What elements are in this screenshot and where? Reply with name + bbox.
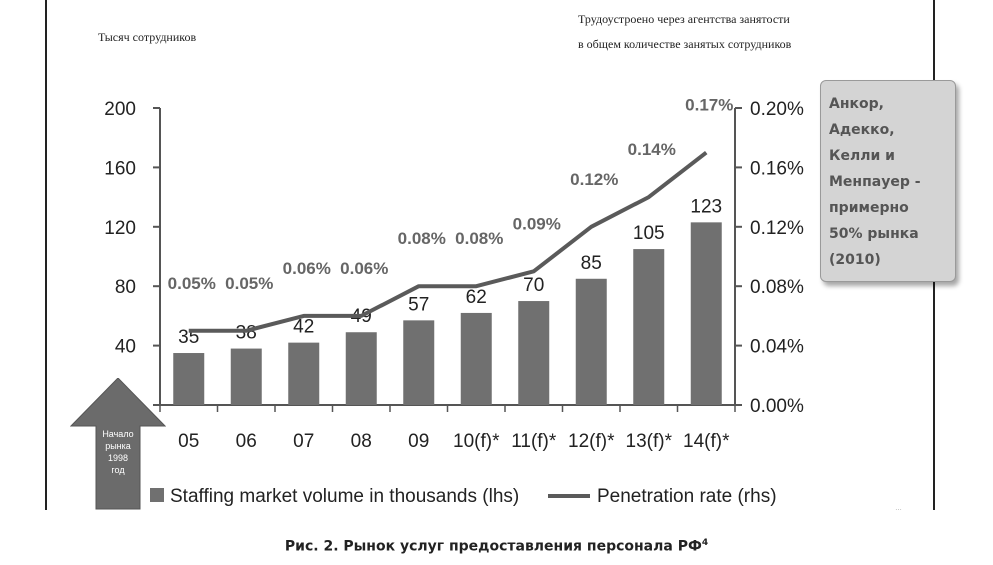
bar-value-label: 85 (581, 253, 602, 274)
category-label: 10(f)* (453, 431, 500, 452)
caption-text: Рис. 2. Рынок услуг предоставления персо… (284, 538, 702, 555)
left-tick-label: 160 (104, 158, 136, 179)
right-tick-label: 0.12% (750, 218, 804, 239)
right-tick-label: 0.08% (750, 277, 804, 298)
note-line: Келли и (829, 148, 895, 164)
market-start-label: Начало рынка 1998 год (96, 428, 140, 476)
line-value-label: 0.08% (398, 229, 446, 248)
bar (288, 342, 320, 405)
category-label: 06 (236, 431, 257, 452)
market-start-line: год (111, 465, 125, 475)
bar-value-label: 62 (466, 287, 487, 308)
bar (690, 222, 722, 405)
line-value-label: 0.17% (685, 96, 733, 115)
line-value-label: 0.09% (513, 214, 561, 233)
right-axis-unit-label-line-1: Трудоустроено через агентства занятости (578, 12, 790, 26)
category-label: 08 (351, 431, 372, 452)
category-label: 11(f)* (511, 431, 557, 452)
bar-value-label: 57 (408, 294, 429, 315)
penetration-line (188, 150, 708, 333)
right-tick-label: 0.20% (750, 99, 804, 120)
line-value-label: 0.06% (340, 259, 388, 278)
category-label: 14(f)* (683, 431, 730, 452)
line-value-label: 0.08% (455, 229, 503, 248)
legend-bar-swatch (150, 488, 164, 502)
line-value-label: 0.05% (225, 274, 273, 293)
bar-value-label: 105 (633, 223, 665, 244)
category-label: 09 (408, 431, 429, 452)
bar-value-label: 123 (690, 196, 722, 217)
figure-caption: Рис. 2. Рынок услуг предоставления персо… (0, 538, 993, 555)
line-value-label: 0.05% (168, 274, 216, 293)
bar (633, 249, 665, 405)
note-line: Анкор, (829, 96, 884, 112)
market-start-arrow (70, 378, 166, 510)
chart-plot: 200 160 120 80 40 0.20% 0.16% 0.12% 0.08% 0.04% 0.… (104, 96, 804, 507)
right-tick-label: 0.00% (750, 396, 804, 417)
bar (518, 301, 550, 405)
bar (230, 348, 262, 405)
bar-value-label: 38 (236, 323, 257, 344)
note-line: (2010) (829, 252, 881, 268)
left-axis-unit-label: Тысяч сотрудников (98, 30, 197, 44)
bar (345, 332, 377, 405)
right-tick-label: 0.16% (750, 158, 804, 179)
bar (173, 353, 205, 405)
note-line: 50% рынка (829, 226, 919, 242)
left-tick-label: 80 (115, 277, 136, 298)
line-value-label: 0.06% (283, 259, 331, 278)
left-tick-label: 200 (104, 99, 136, 120)
market-share-note: Анкор, Адекко, Келли и Менпауер - пример… (820, 80, 956, 282)
note-line: Менпауер - (829, 174, 921, 190)
caption-footnote: 4 (701, 538, 709, 548)
line-value-label: 0.14% (628, 140, 676, 159)
bar-value-label: 42 (293, 317, 314, 338)
bar (575, 278, 607, 405)
legend-bar-label: Staffing market volume in thousands (lhs… (170, 486, 519, 507)
corner-mark: … (895, 505, 902, 512)
legend-line-label: Penetration rate (rhs) (597, 486, 777, 507)
left-tick-label: 120 (104, 218, 136, 239)
right-axis-unit-label-line-2: в общем количестве занятых сотрудников (578, 37, 792, 51)
market-start-line: рынка (105, 441, 131, 451)
category-label: 05 (178, 431, 199, 452)
left-tick-label: 40 (115, 337, 136, 358)
category-label: 13(f)* (626, 431, 673, 452)
market-start-line: 1998 (107, 453, 129, 463)
bar (403, 320, 435, 405)
category-label: 12(f)* (568, 431, 615, 452)
line-value-label: 0.12% (570, 170, 618, 189)
category-label: 07 (293, 431, 314, 452)
note-line: Адекко, (829, 122, 895, 138)
bar-value-label: 70 (523, 275, 544, 296)
right-tick-label: 0.04% (750, 337, 804, 358)
note-line: примерно (829, 200, 909, 216)
market-start-line: Начало (102, 429, 134, 439)
bar (460, 312, 492, 405)
